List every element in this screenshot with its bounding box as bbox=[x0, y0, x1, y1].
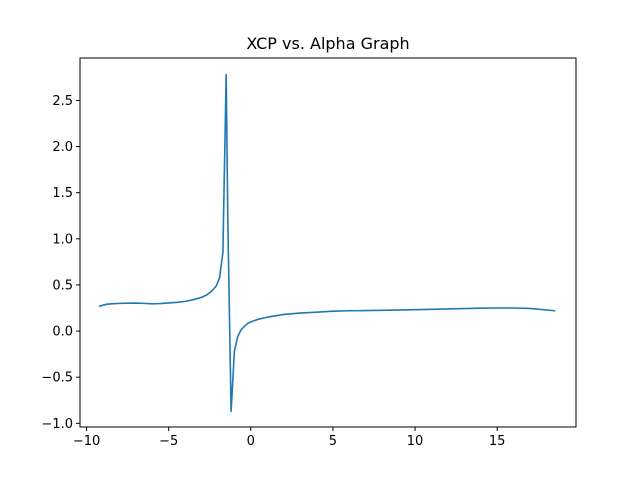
x-tick-label: −10 bbox=[73, 434, 100, 449]
x-tick-label: 10 bbox=[407, 434, 424, 449]
y-tick-label: 2.0 bbox=[52, 140, 73, 155]
y-tick-label: 2.5 bbox=[52, 94, 73, 109]
y-tick-label: 0.0 bbox=[52, 325, 73, 340]
y-tick-label: 1.5 bbox=[52, 186, 73, 201]
y-tick-label: −1.0 bbox=[41, 417, 73, 432]
y-tick-label: 1.0 bbox=[52, 232, 73, 247]
axes-frame bbox=[79, 57, 577, 428]
plot-area: −10 −5 0 5 10 15 −1.0 −0.5 0.0 0.5 1.0 1.5 2.0 2.5 bbox=[41, 57, 577, 449]
y-tick-label: −0.5 bbox=[41, 371, 73, 386]
x-tick-label: 15 bbox=[489, 434, 506, 449]
x-tick-label: −5 bbox=[159, 434, 178, 449]
x-tick-label: 0 bbox=[247, 434, 255, 449]
chart-title: XCP vs. Alpha Graph bbox=[246, 34, 409, 53]
series-line-0 bbox=[98, 73, 556, 413]
y-tick-label: 0.5 bbox=[52, 278, 73, 293]
x-tick-label: 5 bbox=[329, 434, 337, 449]
